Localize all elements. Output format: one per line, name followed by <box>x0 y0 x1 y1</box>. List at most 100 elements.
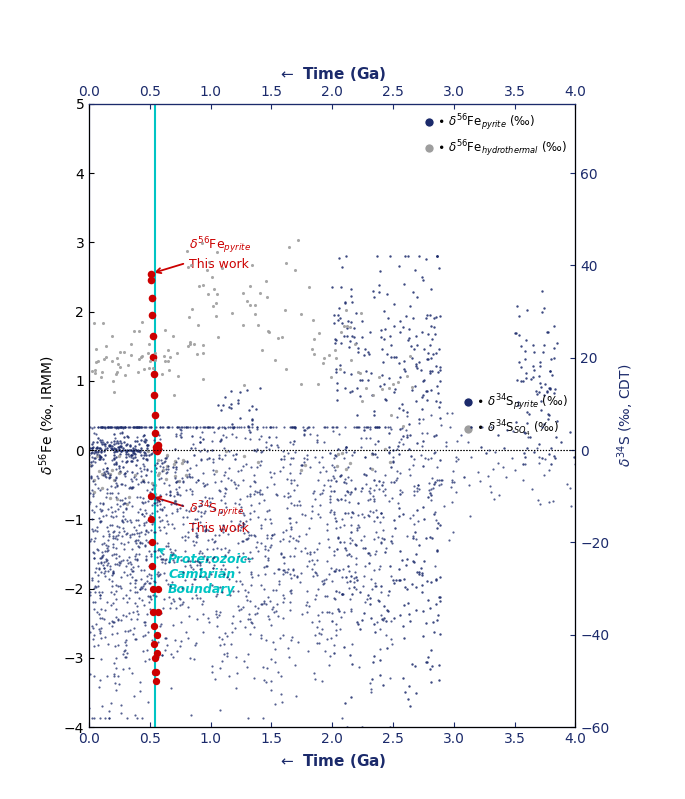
Point <box>368 489 379 502</box>
Point <box>125 455 136 467</box>
Point <box>141 443 152 456</box>
Point <box>371 525 382 538</box>
Point <box>249 475 260 488</box>
Point <box>303 420 314 433</box>
Point <box>129 471 140 483</box>
Point <box>87 421 98 434</box>
Point <box>340 250 351 263</box>
Point <box>329 463 340 476</box>
Point <box>374 669 385 682</box>
Point <box>119 420 129 433</box>
Point <box>366 583 377 596</box>
Point <box>169 556 179 569</box>
Point <box>547 495 558 507</box>
Point <box>404 512 415 525</box>
Point <box>291 515 302 528</box>
Text: Proterozoic-
Cambrian
Boundary: Proterozoic- Cambrian Boundary <box>159 549 253 596</box>
Point <box>288 438 299 451</box>
Point <box>104 705 115 718</box>
Point <box>358 541 369 554</box>
Point <box>334 252 345 264</box>
Point <box>156 606 167 619</box>
Point <box>370 545 381 558</box>
Point <box>150 674 161 687</box>
Point <box>145 593 156 606</box>
Point <box>161 449 172 462</box>
Point <box>98 436 109 449</box>
Point <box>416 566 427 579</box>
Point <box>256 446 266 459</box>
Point <box>376 369 387 382</box>
Point <box>340 296 351 309</box>
Point <box>414 539 425 551</box>
Point <box>386 491 397 504</box>
Point <box>288 563 299 576</box>
Point <box>279 591 290 604</box>
Point <box>105 420 116 433</box>
Point <box>365 677 376 690</box>
Point <box>172 644 183 657</box>
Point <box>116 478 127 491</box>
Point <box>225 384 236 397</box>
Point <box>106 463 117 476</box>
Point <box>122 646 133 659</box>
Point <box>245 546 256 559</box>
Point <box>133 444 144 457</box>
Point <box>93 623 104 636</box>
Point <box>336 316 347 329</box>
Point <box>129 574 140 586</box>
Point <box>434 364 445 376</box>
Point <box>417 568 428 581</box>
Point <box>95 515 106 527</box>
Point <box>139 435 150 447</box>
Point <box>259 597 270 610</box>
Point <box>282 487 293 499</box>
Point <box>359 467 370 480</box>
Point <box>95 496 105 509</box>
Point <box>543 495 554 508</box>
Point <box>403 332 414 344</box>
Point <box>521 334 532 347</box>
Point <box>245 594 256 607</box>
Point <box>329 344 340 356</box>
Point <box>112 479 123 491</box>
Point <box>187 563 198 576</box>
Point <box>476 420 487 433</box>
Point <box>118 461 129 474</box>
Point <box>147 362 158 375</box>
Point <box>148 350 159 363</box>
Point <box>233 465 244 478</box>
Point <box>129 447 140 460</box>
Point <box>429 476 440 489</box>
Point <box>188 420 199 433</box>
Point <box>92 569 103 582</box>
Point <box>363 373 374 386</box>
Point <box>175 427 186 439</box>
Point <box>103 503 114 515</box>
Point <box>123 443 134 456</box>
Point <box>156 649 167 662</box>
Point <box>344 565 355 578</box>
Point <box>117 443 128 456</box>
Point <box>369 484 379 497</box>
Point <box>135 461 146 474</box>
Point <box>434 310 445 323</box>
Point <box>139 540 150 553</box>
Point <box>315 499 326 511</box>
Point <box>156 503 167 515</box>
Point <box>118 609 129 622</box>
Point <box>127 466 138 479</box>
Point <box>259 582 270 595</box>
Point <box>146 513 157 526</box>
Point <box>378 475 389 488</box>
Point <box>138 496 149 509</box>
Point <box>384 382 395 395</box>
Point <box>493 428 503 441</box>
Point <box>132 420 142 433</box>
Point <box>116 478 127 491</box>
Point <box>124 420 135 433</box>
Point <box>169 490 179 503</box>
Point <box>348 330 359 343</box>
Point <box>416 562 427 574</box>
Point <box>184 310 195 323</box>
